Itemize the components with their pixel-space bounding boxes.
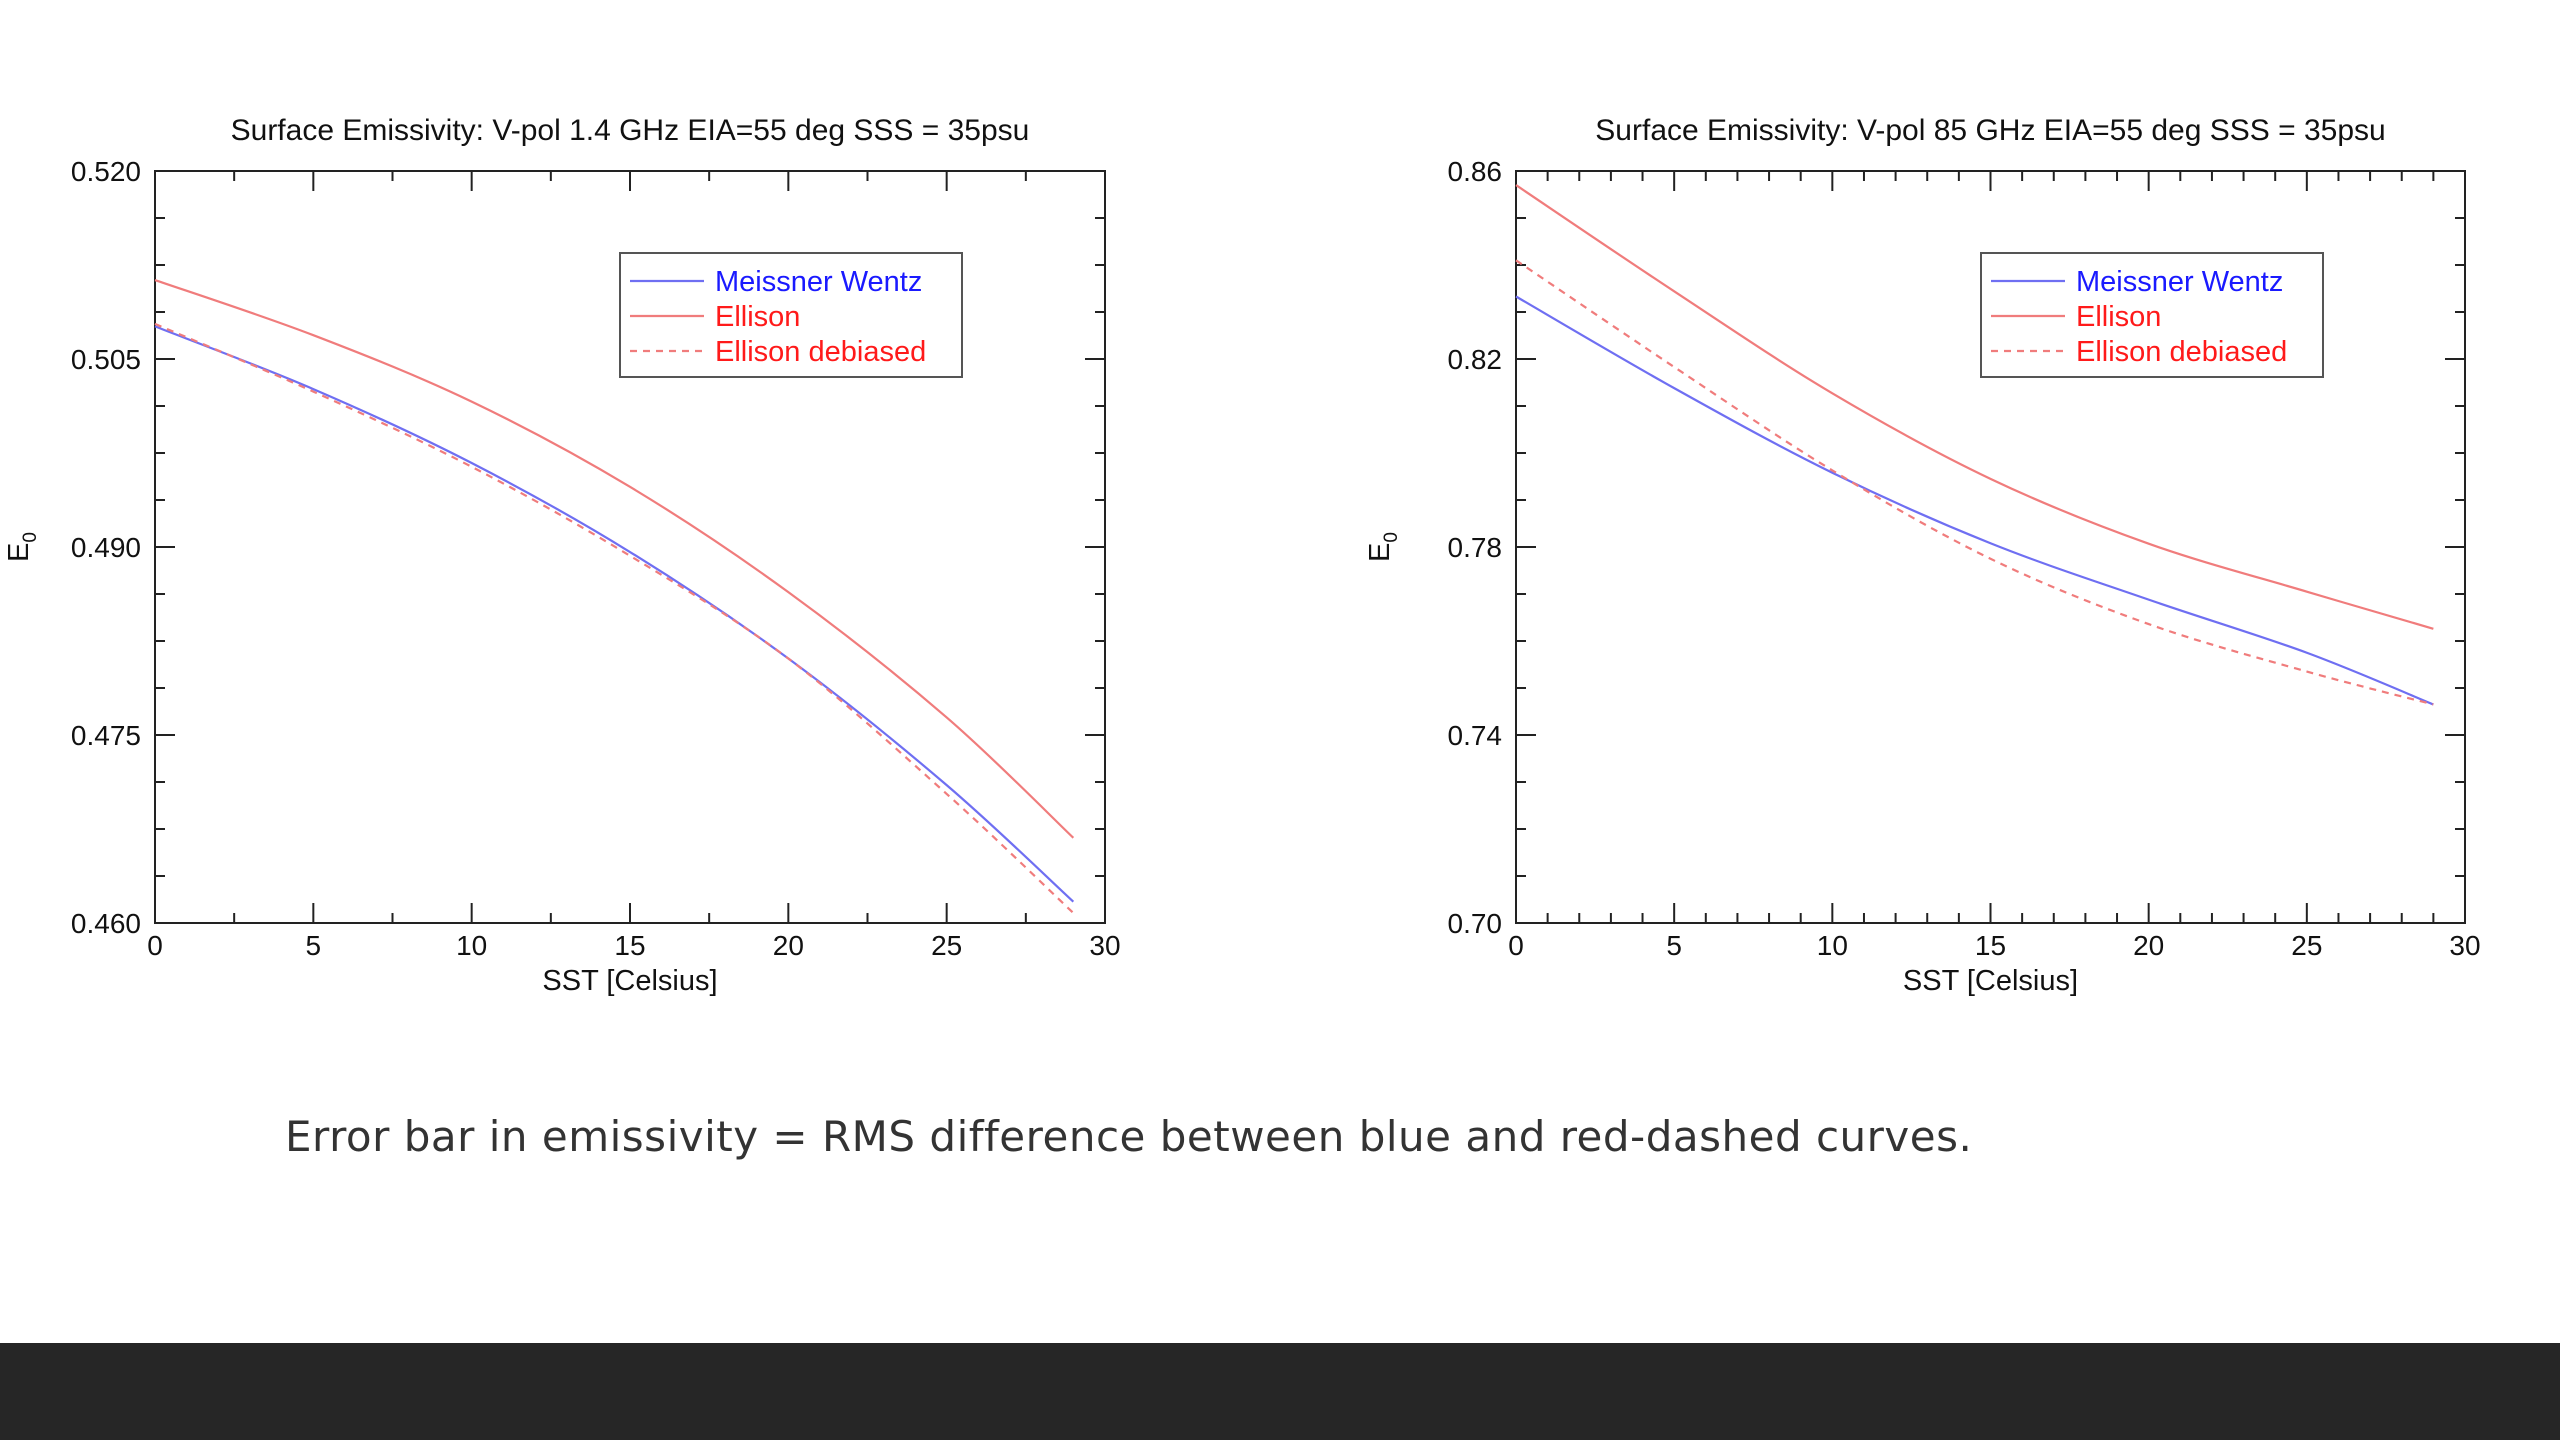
caption-text: Error bar in emissivity = RMS difference… (285, 1112, 1973, 1161)
y-tick-label: 0.70 (1448, 908, 1503, 939)
legend-label: Ellison debiased (715, 336, 926, 368)
charts-canvas: Surface Emissivity: V-pol 1.4 GHz EIA=55… (3, 114, 2481, 997)
chart-title: Surface Emissivity: V-pol 1.4 GHz EIA=55… (231, 114, 1030, 147)
y-axis-label-subscript: 0 (1381, 532, 1402, 543)
y-tick-label: 0.475 (71, 720, 141, 751)
y-tick-label: 0.520 (71, 156, 141, 187)
x-axis-label: SST [Celsius] (542, 965, 717, 997)
y-tick-label: 0.505 (71, 344, 141, 375)
x-tick-label: 15 (1975, 930, 2006, 961)
chart-title: Surface Emissivity: V-pol 85 GHz EIA=55 … (1595, 114, 2385, 147)
y-axis-label-main: E (3, 543, 35, 562)
y-tick-label: 0.86 (1448, 156, 1503, 187)
legend-label: Ellison (715, 301, 800, 333)
chart-left: Surface Emissivity: V-pol 1.4 GHz EIA=55… (3, 114, 1121, 997)
x-tick-label: 10 (456, 930, 487, 961)
x-tick-label: 5 (1666, 930, 1682, 961)
y-tick-label: 0.460 (71, 908, 141, 939)
x-tick-label: 20 (773, 930, 804, 961)
legend-label: Ellison debiased (2076, 336, 2287, 368)
y-tick-label: 0.82 (1448, 344, 1503, 375)
x-tick-label: 25 (931, 930, 962, 961)
x-tick-label: 0 (1508, 930, 1524, 961)
x-tick-label: 0 (147, 930, 163, 961)
x-tick-label: 30 (2449, 930, 2480, 961)
legend-label: Meissner Wentz (715, 266, 922, 298)
y-tick-label: 0.78 (1448, 532, 1503, 563)
y-tick-label: 0.490 (71, 532, 141, 563)
x-tick-label: 15 (614, 930, 645, 961)
series-line-ellison (1515, 184, 2434, 630)
series-line-ellison-debiased (154, 322, 1075, 914)
y-tick-label: 0.74 (1448, 720, 1503, 751)
y-axis-label: E0 (1364, 532, 1402, 562)
x-axis-label: SST [Celsius] (1903, 965, 2078, 997)
x-tick-label: 5 (306, 930, 322, 961)
x-tick-label: 30 (1089, 930, 1120, 961)
y-axis-label: E0 (3, 532, 41, 562)
x-tick-label: 25 (2291, 930, 2322, 961)
legend-label: Meissner Wentz (2076, 266, 2283, 298)
series-line-ellison (154, 279, 1075, 839)
series-line-meissner-wentz (1515, 295, 2434, 706)
legend-label: Ellison (2076, 301, 2161, 333)
x-tick-label: 20 (2133, 930, 2164, 961)
chart-right: Surface Emissivity: V-pol 85 GHz EIA=55 … (1364, 114, 2481, 997)
x-tick-label: 10 (1817, 930, 1848, 961)
series-line-meissner-wentz (154, 325, 1075, 903)
y-axis-label-subscript: 0 (20, 532, 41, 543)
y-axis-label-main: E (1364, 543, 1396, 562)
footer-bar (0, 1343, 2560, 1440)
